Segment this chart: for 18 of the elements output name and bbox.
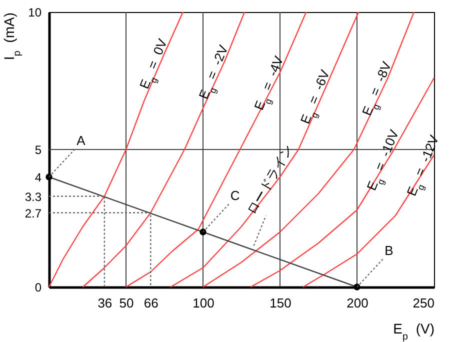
y-tick-label: 0 bbox=[34, 280, 42, 294]
y-tick-label: 3.3 bbox=[24, 190, 42, 204]
y-tick-label: 2.7 bbox=[24, 206, 42, 220]
x-tick-label: 200 bbox=[346, 296, 368, 310]
y-tick-label: 4 bbox=[34, 170, 42, 184]
x-axis-title: E$_{p}$ (V) bbox=[393, 320, 434, 342]
x-tick-label: 36 bbox=[98, 296, 112, 310]
x-tick-label: 150 bbox=[270, 296, 292, 310]
annotation: C bbox=[230, 188, 240, 203]
annotation: ロードライン bbox=[243, 142, 296, 218]
annotation: A bbox=[76, 133, 86, 148]
x-tick-label: 66 bbox=[144, 296, 158, 310]
y-tick-label: 5 bbox=[34, 143, 42, 157]
x-tick-label: 100 bbox=[192, 296, 214, 310]
y-tick-label: 10 bbox=[28, 6, 42, 20]
annotation: B bbox=[384, 243, 394, 258]
x-tick-label: 50 bbox=[119, 296, 134, 310]
x-tick-label: 250 bbox=[412, 296, 434, 310]
